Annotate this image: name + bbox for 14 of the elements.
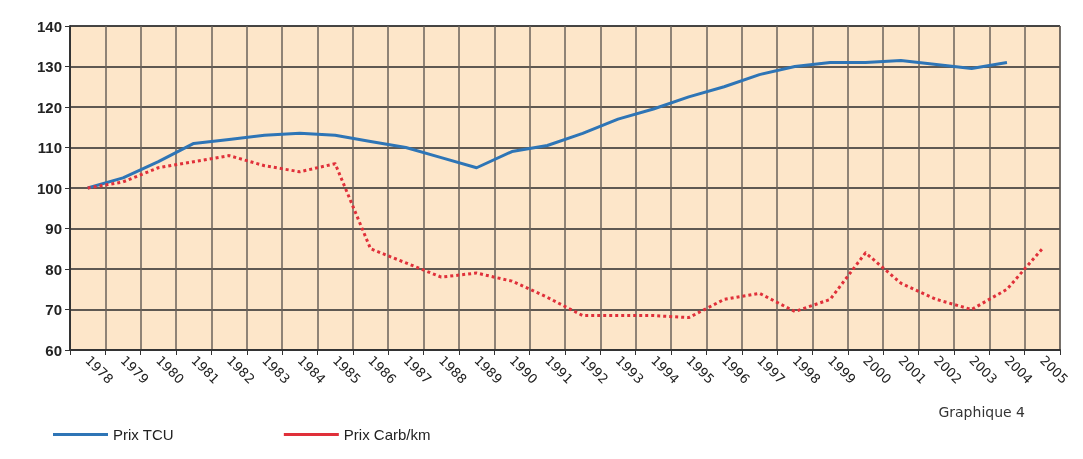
line-series [86, 58, 1009, 190]
y-tick-label: 110 [37, 139, 62, 156]
text: Graphique 4 [938, 404, 1026, 420]
y-tick-label: 80 [45, 260, 62, 278]
legend-label: Prix Carb/km [343, 426, 431, 443]
y-tick-label: 100 [36, 179, 62, 197]
y-tick-label: 60 [45, 341, 62, 359]
line-series [86, 154, 1044, 320]
y-tick-label: 140 [36, 17, 62, 35]
y-tick-label: 120 [36, 98, 62, 116]
y-tick-label: 90 [45, 220, 62, 237]
y-tick-label: 130 [36, 58, 62, 75]
y-tick-label: 70 [45, 301, 62, 318]
legend-label: Prix TCU [113, 426, 174, 443]
